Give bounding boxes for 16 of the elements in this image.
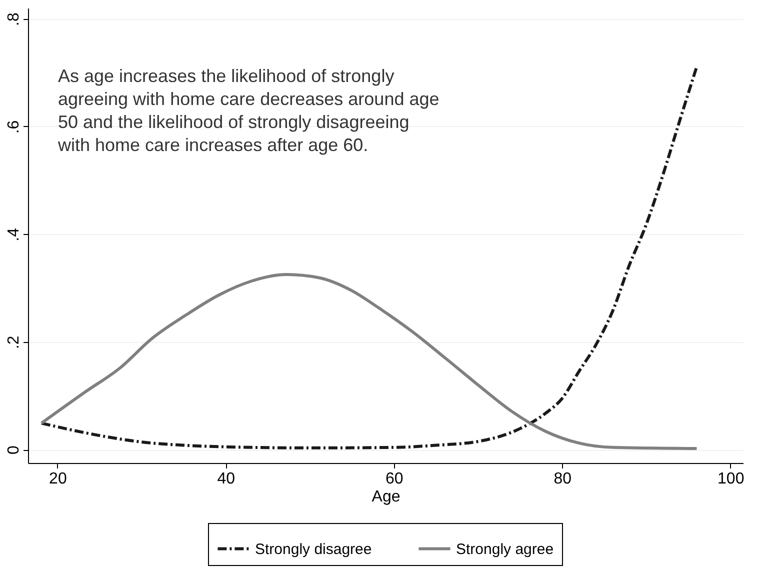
y-tick-label: .6 (6, 120, 22, 134)
line-series (40, 65, 698, 450)
annotation: As age increases the likelihood of strongly agreeing with home care decreases around age 50 and the likelihood of strongly disagreeing with home care increases after age 60. (57, 66, 440, 155)
x-tick-label: 20 (49, 470, 67, 488)
x-tick-label: 60 (386, 470, 404, 488)
y-tick-label: .2 (6, 336, 22, 350)
x-tick-label: 100 (718, 470, 744, 488)
legend-label: Strongly agree (456, 540, 554, 558)
y-tick-label: .4 (6, 228, 22, 242)
legend-label: Strongly disagree (255, 540, 372, 558)
y-tick-label: .8 (6, 12, 22, 26)
x-tick-label: 40 (217, 470, 236, 488)
y-tick-label: 0 (6, 445, 22, 454)
x-tick-label: 80 (554, 470, 572, 488)
line-series (40, 273, 698, 450)
x-axis-title: Age (372, 488, 400, 506)
